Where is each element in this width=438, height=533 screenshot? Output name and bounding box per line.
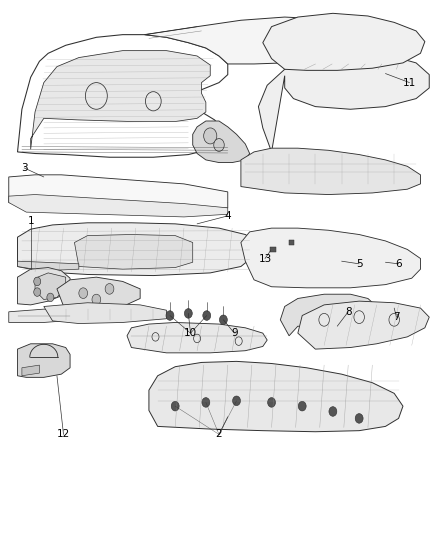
Polygon shape: [57, 277, 140, 312]
Text: 13: 13: [258, 254, 272, 263]
Bar: [289, 240, 294, 245]
Polygon shape: [149, 361, 403, 432]
Polygon shape: [193, 121, 250, 163]
Circle shape: [298, 401, 306, 411]
Polygon shape: [35, 273, 66, 300]
Polygon shape: [22, 365, 39, 376]
Text: 8: 8: [345, 307, 352, 317]
Circle shape: [166, 311, 174, 320]
Circle shape: [214, 139, 224, 151]
Text: 6: 6: [395, 259, 402, 269]
Circle shape: [355, 414, 363, 423]
Text: 3: 3: [21, 163, 28, 173]
Polygon shape: [9, 195, 228, 217]
Polygon shape: [18, 344, 70, 377]
Polygon shape: [9, 175, 228, 211]
Polygon shape: [280, 294, 377, 336]
Polygon shape: [241, 148, 420, 195]
Polygon shape: [18, 268, 70, 305]
Text: 1: 1: [27, 216, 34, 226]
Polygon shape: [74, 235, 193, 269]
Polygon shape: [18, 223, 258, 276]
Circle shape: [268, 398, 276, 407]
Polygon shape: [263, 13, 425, 70]
Bar: [270, 247, 276, 252]
Circle shape: [219, 315, 227, 325]
Text: 11: 11: [403, 78, 416, 87]
Polygon shape: [298, 301, 429, 349]
Circle shape: [34, 288, 41, 296]
Polygon shape: [145, 17, 368, 64]
Polygon shape: [18, 35, 228, 157]
Circle shape: [79, 288, 88, 298]
Polygon shape: [18, 261, 79, 271]
Polygon shape: [9, 309, 79, 322]
Circle shape: [171, 401, 179, 411]
Circle shape: [202, 398, 210, 407]
Text: 2: 2: [215, 430, 223, 439]
Polygon shape: [31, 51, 210, 149]
Text: 9: 9: [231, 328, 238, 338]
Text: 7: 7: [393, 312, 400, 322]
Circle shape: [92, 294, 101, 305]
Polygon shape: [241, 228, 420, 288]
Polygon shape: [127, 322, 267, 353]
Circle shape: [203, 311, 211, 320]
Circle shape: [47, 293, 54, 302]
Polygon shape: [258, 52, 429, 152]
Circle shape: [329, 407, 337, 416]
Text: 4: 4: [224, 211, 231, 221]
Text: 10: 10: [184, 328, 197, 338]
Circle shape: [105, 284, 114, 294]
Circle shape: [233, 396, 240, 406]
Circle shape: [204, 128, 217, 144]
Circle shape: [34, 277, 41, 286]
Text: 5: 5: [356, 259, 363, 269]
Circle shape: [184, 309, 192, 318]
Polygon shape: [44, 303, 166, 324]
Text: 12: 12: [57, 430, 70, 439]
